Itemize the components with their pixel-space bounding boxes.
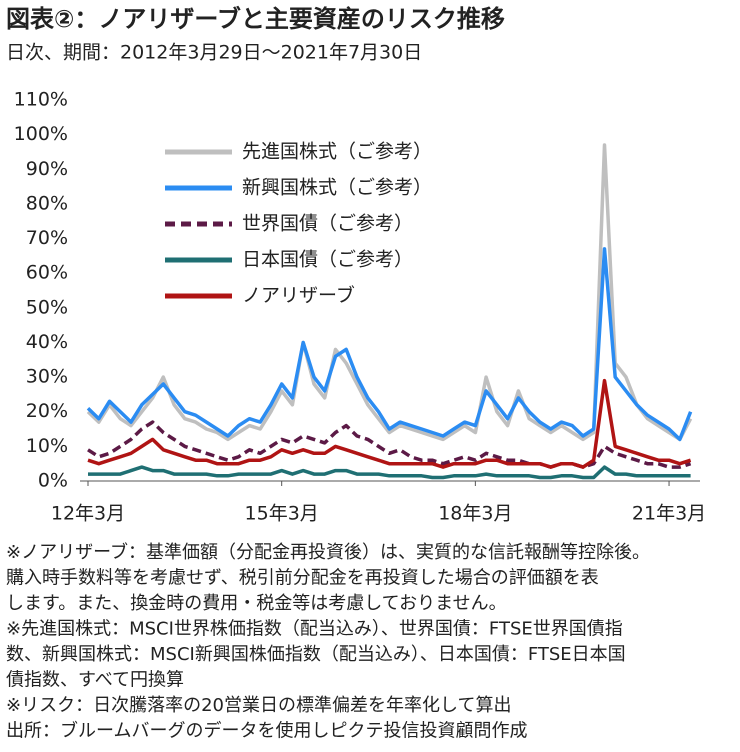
y-tick-label: 80% <box>26 192 68 214</box>
y-tick-label: 110% <box>14 89 68 111</box>
chart-title: 図表②：ノアリザーブと主要資産のリスク推移 <box>6 5 505 33</box>
series-line <box>86 247 693 442</box>
legend-label: 世界国債（ご参考） <box>242 213 413 235</box>
y-tick-label: 10% <box>26 435 68 457</box>
x-tick-label: 15年3月 <box>245 503 319 525</box>
series-line <box>87 420 692 469</box>
y-tick-label: 20% <box>26 400 68 422</box>
note: 数、新興国株式：MSCI新興国株価指数（配当込み）、日本国債：FTSE日本国 <box>6 644 626 665</box>
note: ※リスク：日次騰落率の20営業日の標準偏差を年率化して算出 <box>6 695 511 716</box>
x-tick-label: 12年3月 <box>51 503 125 525</box>
note: 債指数、すべて円換算 <box>6 670 184 691</box>
y-tick-label: 100% <box>14 123 68 145</box>
note: ※ノアリザーブ：基準価額（分配金再投資後）は、実質的な信託報酬等控除後。 <box>6 541 650 563</box>
series-line <box>88 465 691 480</box>
y-tick-label: 70% <box>26 227 68 249</box>
y-tick-label: 60% <box>26 262 68 284</box>
legend-label: 日本国債（ご参考） <box>242 249 413 271</box>
y-tick-label: 0% <box>38 470 68 492</box>
y-tick-label: 90% <box>26 158 68 180</box>
x-tick-label: 21年3月 <box>632 503 706 525</box>
y-tick-label: 40% <box>26 331 68 353</box>
y-tick-label: 50% <box>26 296 68 318</box>
legend-label: ノアリザーブ <box>242 284 355 307</box>
legend-label: 新興国株式（ご参考） <box>242 177 432 199</box>
x-tick-label: 18年3月 <box>438 503 512 525</box>
series-line <box>87 378 692 469</box>
note: ※先進国株式：MSCI世界株価指数（配当込み）、世界国債：FTSE世界国債指 <box>6 619 623 640</box>
note: します。また、換金時の費用・税金等は考慮しておりません。 <box>6 593 507 614</box>
note: 出所：ブルームバーグのデータを使用しピクテ投信投資顧問作成 <box>6 720 527 742</box>
legend-label: 先進国株式（ご参考） <box>242 141 432 163</box>
y-tick-label: 30% <box>26 366 68 388</box>
note: 購入時手数料等を考慮せず、税引前分配金を再投資した場合の評価額を表 <box>6 568 599 589</box>
chart-subtitle: 日次、期間：2012年3月29日～2021年7月30日 <box>6 42 422 64</box>
series-line <box>86 143 693 442</box>
